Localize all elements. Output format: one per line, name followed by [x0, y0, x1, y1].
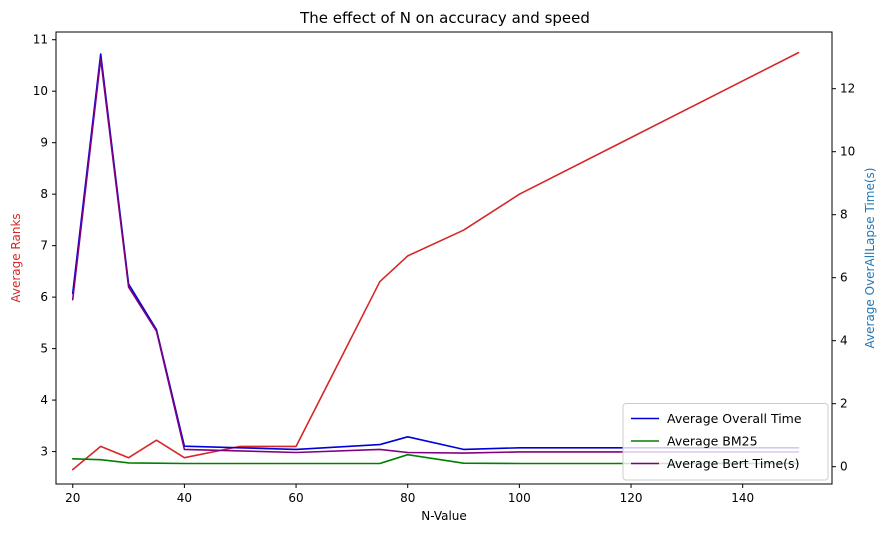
left-y-tick-label: 9: [40, 136, 48, 150]
legend-label: Average Overall Time: [667, 411, 802, 426]
left-y-tick-label: 5: [40, 342, 48, 356]
x-tick-label: 140: [731, 491, 754, 505]
left-y-tick-label: 7: [40, 239, 48, 253]
legend: Average Overall Time Average BM25 Average …: [622, 403, 829, 481]
legend-box: [622, 403, 829, 481]
x-tick-label: 60: [288, 491, 303, 505]
plot-frame: [55, 31, 833, 485]
right-y-tick-label: 0: [840, 460, 848, 474]
series-line-average-bm25: [71, 453, 800, 465]
left-y-tick-label: 6: [40, 290, 48, 304]
right-y-axis: 0 2 4 6 8 10 12: [832, 82, 855, 474]
series-line-average-overall-time: [71, 53, 800, 451]
left-y-tick-label: 10: [33, 84, 48, 98]
left-y-tick-label: 3: [40, 445, 48, 459]
right-y-tick-label: 12: [840, 82, 855, 96]
x-axis: 20 40 60 80 100 120 140: [65, 484, 754, 505]
legend-label: Average Bert Time(s): [667, 456, 799, 471]
left-y-tick-label: 4: [40, 393, 48, 407]
right-y-axis-label: Average OverAllLapse Time(s): [863, 168, 877, 349]
left-y-tick-label: 8: [40, 187, 48, 201]
right-y-tick-label: 6: [840, 271, 848, 285]
legend-label: Average BM25: [667, 434, 758, 449]
x-axis-label: N-Value: [421, 509, 467, 523]
x-tick-label: 120: [620, 491, 643, 505]
x-tick-label: 80: [400, 491, 415, 505]
right-y-tick-label: 10: [840, 145, 855, 159]
series-layer: [71, 51, 800, 471]
x-tick-label: 20: [65, 491, 80, 505]
left-y-axis: 3 4 5 6 7 8 9 10 11: [33, 33, 56, 459]
series-line-average-bert-time-s-: [71, 57, 800, 454]
chart-title: The effect of N on accuracy and speed: [299, 9, 590, 27]
right-y-tick-label: 8: [840, 208, 848, 222]
right-y-tick-label: 2: [840, 397, 848, 411]
series-line-left-axis-0: [71, 51, 800, 471]
x-tick-label: 40: [177, 491, 192, 505]
left-y-axis-label: Average Ranks: [9, 213, 23, 302]
x-tick-label: 100: [508, 491, 531, 505]
right-y-tick-label: 4: [840, 334, 848, 348]
left-y-tick-label: 11: [33, 33, 48, 47]
